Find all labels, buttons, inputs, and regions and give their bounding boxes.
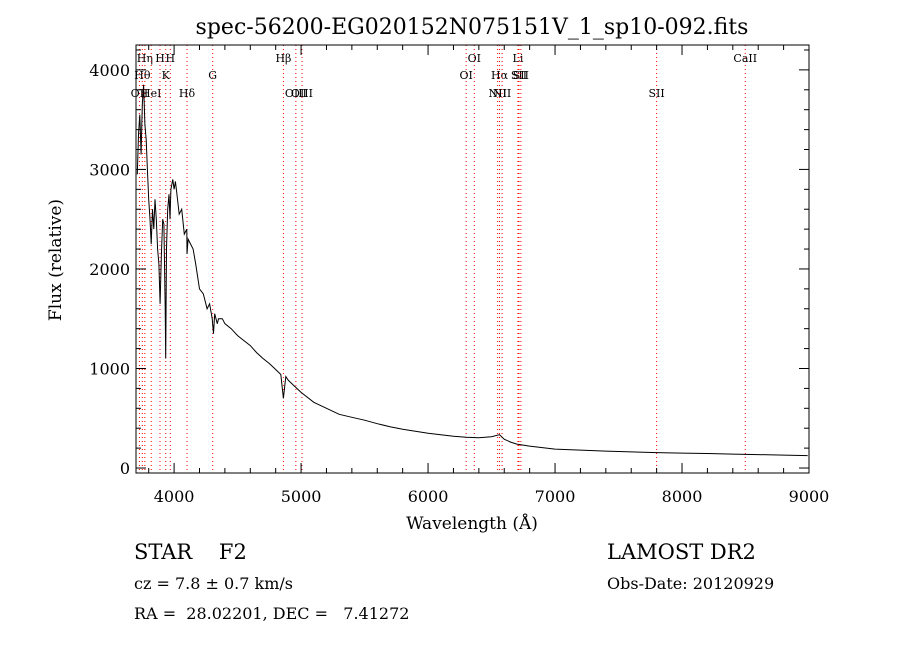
line-marker-label: OIII — [285, 87, 307, 100]
line-marker-label: SII — [513, 69, 529, 82]
chart-title: spec-56200-EG020152N075151V_1_sp10-092.f… — [196, 15, 749, 40]
line-marker-label: Li — [513, 52, 524, 65]
survey-name: LAMOST DR2 — [607, 540, 756, 564]
obs-date: Obs-Date: 20120929 — [607, 574, 775, 593]
x-tick-label: 7000 — [535, 487, 576, 506]
redshift-line: cz = 7.8 ± 0.7 km/s — [134, 574, 293, 593]
y-tick-label: 4000 — [89, 61, 130, 80]
y-tick-label: 3000 — [89, 160, 130, 179]
x-tick-label: 9000 — [789, 487, 830, 506]
y-axis-label: Flux (relative) — [46, 199, 66, 321]
x-axis-label: Wavelength (Å) — [406, 513, 538, 534]
line-marker-label: Hα — [491, 69, 509, 82]
x-tick-label: 8000 — [662, 487, 703, 506]
axis-ticks: 4000 5000 6000 7000 8000 9000 0 1000 2000 3000 400… — [89, 45, 829, 506]
line-marker-label: H — [155, 52, 165, 65]
coordinates-line: RA = 28.02201, DEC = 7.41272 — [134, 604, 410, 623]
object-class: STAR F2 — [134, 540, 247, 564]
y-tick-label: 2000 — [89, 260, 130, 279]
line-marker-label: Hδ — [179, 87, 196, 100]
line-marker-label: K — [162, 69, 171, 82]
y-tick-label: 0 — [120, 459, 130, 478]
x-tick-label: 6000 — [408, 487, 449, 506]
line-marker-label: OI — [468, 52, 481, 65]
y-tick-label: 1000 — [89, 359, 130, 378]
spectrum-line — [136, 84, 808, 457]
line-marker-label: OI — [459, 69, 472, 82]
line-marker-label: G — [208, 69, 217, 82]
line-marker-label: H — [165, 52, 175, 65]
line-marker-label: HeI — [141, 87, 161, 100]
line-marker-layer: OIIHθHηHeIHKHHδGHβOIIIOIIIOIOINIIHαNIILi… — [131, 45, 757, 473]
x-tick-label: 5000 — [281, 487, 322, 506]
line-marker-label: NII — [493, 87, 511, 100]
line-marker-label: Hβ — [275, 52, 291, 65]
line-marker-label: NII — [488, 87, 506, 100]
line-marker-label: OIII — [291, 87, 313, 100]
plot-frame — [135, 44, 810, 474]
line-marker-label: Hη — [137, 52, 153, 65]
line-marker-label: SII — [511, 69, 527, 82]
line-marker-label: Hθ — [134, 69, 151, 82]
line-marker-label: SII — [649, 87, 665, 100]
x-tick-label: 4000 — [154, 487, 195, 506]
line-marker-label: CaII — [733, 52, 757, 65]
